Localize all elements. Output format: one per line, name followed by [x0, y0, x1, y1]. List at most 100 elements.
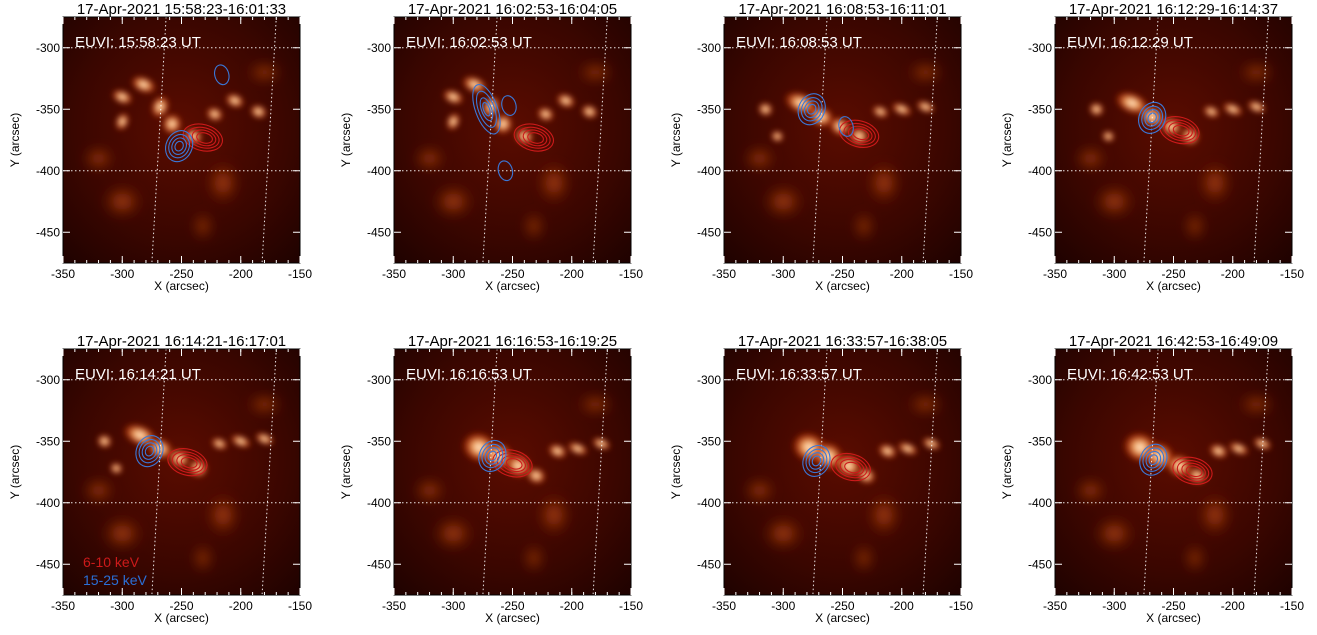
- dim-loop: [412, 146, 447, 171]
- y-tick-label: -350: [36, 102, 60, 116]
- contour-secondary: [501, 95, 517, 116]
- y-axis-label: Y (arcsec): [669, 445, 683, 499]
- x-axis-label: X (arcsec): [485, 279, 540, 293]
- y-axis-label: Y (arcsec): [8, 113, 22, 167]
- euv-image: [63, 17, 300, 263]
- contour-15-25kev: [135, 435, 164, 468]
- x-tick-label: -300: [1102, 267, 1126, 281]
- euvi-time-label: EUVI: 16:33:57 UT: [736, 366, 862, 383]
- panel-5: -350 -300 -250 -200 -150 -300 -350 -400 -450 X (a…: [8, 333, 312, 625]
- y-axis-label: Y (arcsec): [8, 445, 22, 499]
- euvi-time-label: EUVI: 16:02:53 UT: [406, 34, 532, 51]
- euv-background: [394, 17, 631, 263]
- x-tick-label: -350: [382, 599, 406, 613]
- flare-kernel: [130, 75, 158, 95]
- ticks: [1054, 17, 1293, 263]
- contour-15-25kev: [164, 64, 230, 163]
- dim-loop: [537, 492, 571, 538]
- dim-loop: [81, 146, 116, 171]
- y-axis-label: Y (arcsec): [1000, 113, 1014, 167]
- flare-kernel: [1202, 104, 1221, 119]
- euv-image: [394, 17, 631, 263]
- y-tick-label: -300: [367, 41, 391, 55]
- y-tick-label: -300: [367, 373, 391, 387]
- y-tick-label: -300: [1028, 41, 1052, 55]
- dim-loop: [1237, 394, 1276, 415]
- contour-level: [501, 455, 526, 473]
- panel-title: 17-Apr-2021 16:12:29-16:14:37: [1069, 1, 1278, 18]
- panel-title: 17-Apr-2021 16:02:53-16:04:05: [408, 1, 617, 18]
- contour-level: [1168, 122, 1193, 139]
- flare-kernel: [896, 441, 919, 456]
- y-tick-label: -450: [697, 557, 721, 571]
- x-tick-label: -300: [771, 267, 795, 281]
- flare-kernel: [445, 112, 461, 132]
- x-axis-label: X (arcsec): [815, 279, 870, 293]
- flare-kernel: [161, 112, 183, 136]
- dim-loop: [1237, 62, 1276, 83]
- panel-title: 17-Apr-2021 16:16:53-16:19:25: [408, 333, 617, 350]
- y-tick-label: -350: [1028, 434, 1052, 448]
- grid: [724, 349, 961, 595]
- flare-kernel: [249, 104, 268, 120]
- grid-line: [151, 349, 167, 595]
- y-tick-label: -400: [697, 496, 721, 510]
- x-tick-label: -250: [830, 599, 854, 613]
- flare-kernel: [555, 92, 577, 109]
- flare-kernel: [807, 105, 835, 129]
- dim-loop: [206, 492, 240, 538]
- contour-level: [472, 83, 501, 135]
- contour-level: [138, 438, 161, 464]
- dim-loop: [854, 543, 874, 573]
- contour-6-10kev: [513, 123, 554, 152]
- y-tick-label: -400: [36, 164, 60, 178]
- x-tick-label: -150: [1280, 267, 1304, 281]
- contour-level: [484, 447, 501, 465]
- x-tick-label: -150: [288, 599, 312, 613]
- x-tick-label: -250: [169, 599, 193, 613]
- x-tick-label: -200: [890, 599, 914, 613]
- x-tick-label: -200: [229, 267, 253, 281]
- x-tick-label: -300: [110, 267, 134, 281]
- dim-loop: [537, 160, 571, 206]
- flare-kernel: [580, 104, 599, 120]
- x-tick-label: -150: [619, 267, 643, 281]
- contour-6-10kev: [167, 448, 208, 477]
- x-tick-label: -250: [169, 267, 193, 281]
- contour-level: [835, 456, 868, 479]
- dim-structures: [412, 394, 615, 573]
- contour-level: [191, 129, 217, 147]
- bright-structures: [790, 430, 942, 485]
- x-tick-label: -200: [1221, 599, 1245, 613]
- contour-level: [803, 100, 820, 119]
- ticks: [723, 17, 962, 263]
- flare-kernel: [150, 94, 171, 119]
- y-tick-label: -350: [367, 102, 391, 116]
- panel-title: 17-Apr-2021 16:42:53-16:49:09: [1069, 333, 1278, 350]
- dim-structures: [81, 62, 284, 241]
- panel-title: 17-Apr-2021 16:14:21-16:17:01: [77, 333, 286, 350]
- panel-title: 17-Apr-2021 16:08:53-16:11:01: [738, 1, 946, 18]
- panel-2: -350 -300 -250 -200 -150 -300 -350 -400 -450 X (a…: [339, 1, 643, 293]
- dim-loop: [1198, 492, 1232, 538]
- x-axis-label: X (arcsec): [485, 611, 540, 625]
- dim-loop: [1185, 211, 1205, 241]
- euv-image: [724, 349, 961, 595]
- dim-loop: [81, 478, 116, 503]
- flare-kernel: [547, 443, 568, 460]
- dim-loop: [193, 543, 213, 573]
- y-tick-label: -300: [36, 41, 60, 55]
- dim-structures: [742, 394, 945, 573]
- x-tick-label: -350: [712, 267, 736, 281]
- contour-level: [522, 129, 548, 147]
- euv-background: [63, 349, 300, 595]
- dim-loop: [100, 184, 144, 219]
- y-axis-label: Y (arcsec): [339, 113, 353, 167]
- y-tick-label: -450: [1028, 225, 1052, 239]
- contour-level: [478, 439, 507, 473]
- x-tick-label: -350: [51, 599, 75, 613]
- ticks: [393, 17, 632, 263]
- x-tick-label: -350: [1043, 267, 1067, 281]
- contour-level: [182, 123, 223, 152]
- contour-level: [797, 93, 826, 126]
